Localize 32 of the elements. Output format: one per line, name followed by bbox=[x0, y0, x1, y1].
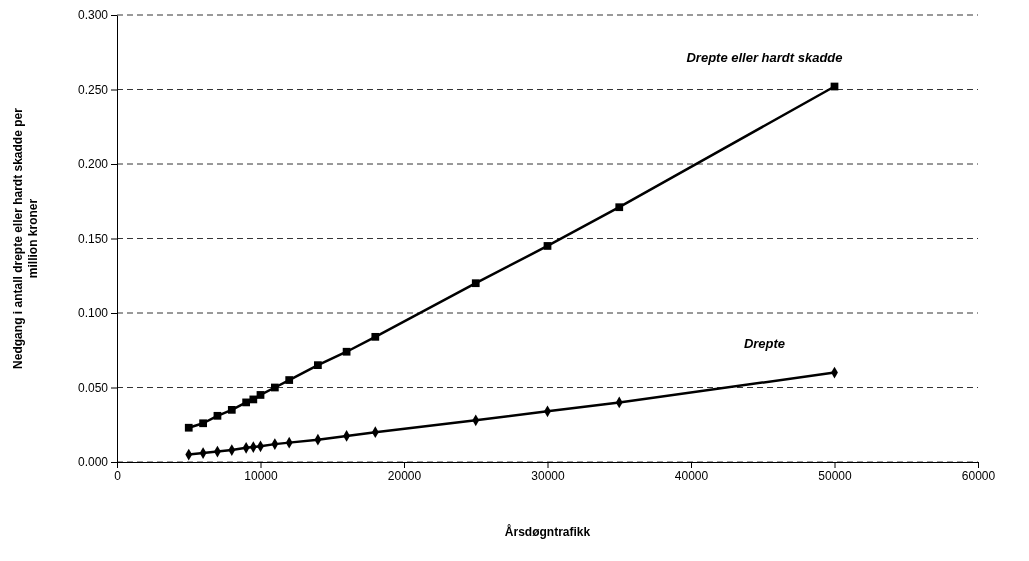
point bbox=[543, 242, 552, 250]
point bbox=[256, 391, 265, 399]
y-axis-title: Nedgang i antall drepte eller hardt skadde per million kroner bbox=[11, 107, 40, 369]
y-tick-label: 0.200 bbox=[77, 157, 109, 172]
series-label: Drepte eller hardt skadde bbox=[686, 49, 843, 65]
point bbox=[249, 395, 258, 404]
point bbox=[314, 361, 322, 370]
y-tick-label: 0.300 bbox=[77, 8, 109, 23]
x-tick-label: 20000 bbox=[387, 468, 422, 483]
x-axis-title: Årsdøgntrafikk bbox=[504, 524, 591, 539]
point bbox=[213, 411, 222, 420]
point bbox=[184, 423, 193, 432]
x-tick-label: 40000 bbox=[674, 468, 709, 483]
point bbox=[342, 347, 351, 356]
x-tick-label: 50000 bbox=[818, 468, 853, 483]
point bbox=[227, 405, 236, 414]
x-tick-label: 0 bbox=[114, 468, 122, 483]
y-tick-label: 0.100 bbox=[77, 306, 109, 321]
point bbox=[285, 376, 294, 384]
y-tick-label: 0.050 bbox=[77, 380, 109, 395]
y-tick-label: 0.150 bbox=[77, 231, 109, 246]
y-tick-label: 0.000 bbox=[77, 455, 109, 470]
point bbox=[615, 203, 624, 212]
point bbox=[371, 332, 380, 341]
x-tick-label: 60000 bbox=[961, 468, 996, 483]
x-tick-label: 10000 bbox=[244, 468, 279, 483]
point bbox=[199, 419, 207, 428]
y-tick-label: 0.250 bbox=[77, 82, 109, 97]
point bbox=[270, 383, 279, 392]
point bbox=[471, 279, 480, 288]
text: Drepte bbox=[743, 335, 786, 351]
x-tick-label: 30000 bbox=[531, 468, 566, 483]
